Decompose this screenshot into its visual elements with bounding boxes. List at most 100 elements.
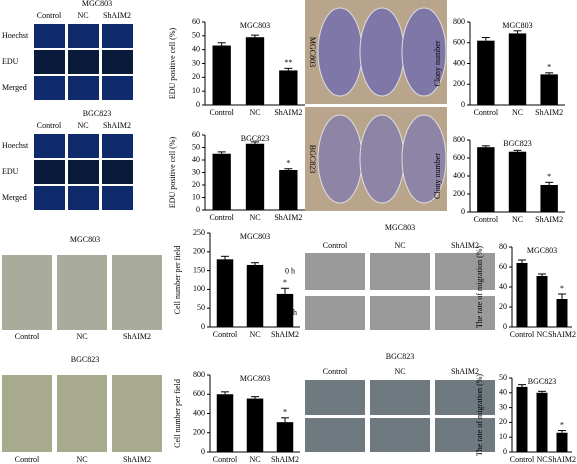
y-tick-label: 60 [499, 262, 507, 271]
micrograph [102, 76, 133, 100]
column-label: NC [76, 455, 87, 464]
micrograph [370, 380, 430, 415]
chart-title: BGC823 [241, 134, 269, 143]
y-axis-label: Cell number per field [173, 246, 182, 315]
bar [477, 147, 495, 212]
micrograph [305, 418, 365, 452]
micrograph [57, 255, 107, 330]
bar [516, 263, 528, 327]
y-tick-label: 40 [499, 388, 507, 397]
row-label: EDU [2, 57, 19, 66]
row-label: BGC823 [308, 145, 317, 173]
y-tick-label: 200 [193, 247, 205, 256]
y-axis-label: Cell number per field [173, 379, 182, 448]
column-label: NC [77, 121, 88, 130]
y-tick-label: 0 [196, 100, 200, 109]
y-tick-label: 20 [499, 417, 507, 426]
dish [359, 114, 405, 204]
x-tick-label: NC [536, 330, 547, 339]
micrograph [34, 186, 65, 210]
micrograph [370, 253, 430, 290]
panel-title: BGC823 [71, 355, 99, 364]
x-tick-label: ShAIM2 [548, 330, 576, 339]
y-tick-label: 50 [192, 31, 200, 40]
bar [276, 422, 294, 452]
column-label: ShAIM2 [451, 367, 479, 376]
column-label: NC [394, 241, 405, 250]
chart-title: MGC803 [240, 374, 270, 383]
y-tick-label: 50 [192, 142, 200, 151]
bar [536, 276, 548, 327]
y-tick-label: 40 [192, 44, 200, 53]
y-tick-label: 400 [453, 171, 465, 180]
column-label: ShAIM2 [103, 11, 131, 20]
panel-title: BGC823 [386, 352, 414, 361]
chart-title: BGC823 [503, 139, 531, 148]
chart-title: MGC803 [240, 21, 270, 30]
y-tick-label: 600 [193, 389, 205, 398]
row-label: Hoechst [2, 31, 29, 40]
row-label: EDU [2, 167, 19, 176]
x-tick-label: ShAIM2 [271, 455, 299, 464]
bar [246, 264, 264, 327]
dish [359, 7, 405, 97]
micrograph [435, 418, 495, 452]
x-tick-label: NC [512, 215, 523, 224]
y-tick-label: 600 [453, 38, 465, 47]
bar [508, 33, 527, 105]
bar [212, 153, 231, 210]
x-tick-label: Control [209, 108, 234, 117]
bar [276, 293, 294, 327]
x-tick-label: Control [474, 108, 499, 117]
micrograph [305, 296, 365, 330]
y-tick-label: 800 [193, 370, 205, 379]
micrograph [370, 296, 430, 330]
x-tick-label: NC [249, 330, 260, 339]
y-tick-label: 0 [201, 322, 205, 331]
x-tick-label: ShAIM2 [274, 108, 302, 117]
x-tick-label: Control [213, 455, 238, 464]
row-label: 0 h [285, 266, 295, 275]
y-tick-label: 10 [192, 86, 200, 95]
micrograph [102, 186, 133, 210]
bar [477, 40, 495, 105]
y-tick-label: 0 [201, 447, 205, 456]
micrograph [102, 160, 133, 184]
x-tick-label: NC [249, 455, 260, 464]
y-tick-label: 250 [193, 228, 205, 237]
micrograph [68, 24, 99, 48]
micrograph [112, 255, 162, 330]
y-tick-label: 0 [461, 100, 465, 109]
micrograph [68, 50, 99, 74]
significance-mark: ** [284, 58, 292, 67]
x-tick-label: Control [209, 213, 234, 222]
y-axis-label: EDU positive cell (%) [168, 137, 177, 209]
bar [216, 394, 234, 452]
column-label: ShAIM2 [123, 332, 151, 341]
column-label: ShAIM2 [103, 121, 131, 130]
y-tick-label: 30 [499, 402, 507, 411]
micrograph [435, 296, 495, 330]
dish [317, 114, 363, 204]
column-label: Control [15, 455, 40, 464]
bar [279, 70, 298, 105]
column-label: Control [15, 332, 40, 341]
y-tick-label: 600 [453, 153, 465, 162]
bar [246, 398, 264, 452]
y-tick-label: 60 [192, 17, 200, 26]
micrograph [68, 160, 99, 184]
micrograph [435, 380, 495, 415]
x-tick-label: Control [213, 330, 238, 339]
chart-title: BGC823 [528, 377, 556, 386]
dish [401, 7, 447, 97]
bar [540, 185, 558, 212]
micrograph [370, 418, 430, 452]
micrograph [2, 375, 52, 452]
y-tick-label: 200 [453, 79, 465, 88]
column-label: NC [76, 332, 87, 341]
y-tick-label: 20 [192, 72, 200, 81]
y-tick-label: 200 [453, 189, 465, 198]
bar [556, 299, 568, 327]
micrograph [57, 375, 107, 452]
micrograph [34, 160, 65, 184]
